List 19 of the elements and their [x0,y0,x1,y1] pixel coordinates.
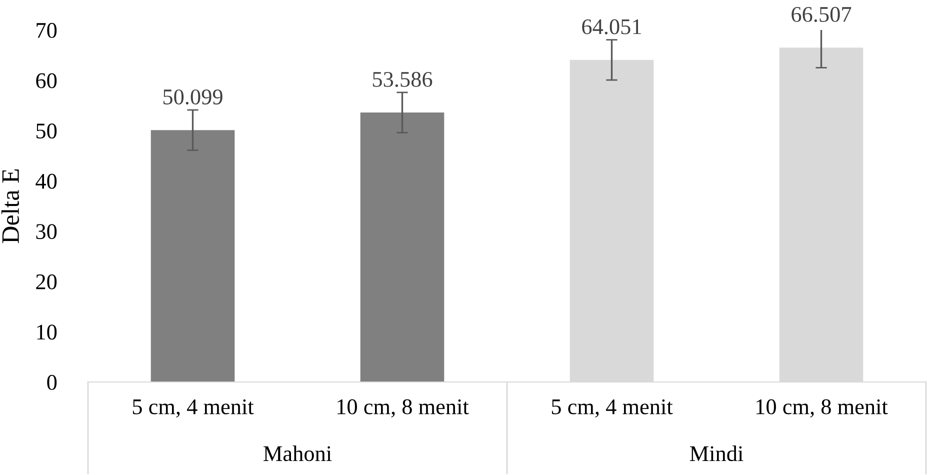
data-label: 66.507 [792,6,852,22]
data-label: 50.099 [163,89,222,105]
y-tick-label: 70 [36,22,57,38]
x-tick-label: 10 cm, 8 menit [756,399,888,418]
x-tick-label: 10 cm, 8 menit [338,399,469,418]
data-label: 64.051 [582,19,641,34]
y-tick-label: 20 [36,274,57,290]
y-tick-label: 30 [36,224,57,240]
y-tick-label: 50 [36,124,57,138]
y-axis-title: Delta E [1,169,20,244]
text: Mahoni [264,446,332,462]
x-tick-label: 5 cm, 4 menit [552,399,673,418]
y-tick-label: 10 [37,324,57,340]
y-tick-label: 0 [47,374,57,390]
text: Mindi [690,446,744,462]
x-tick-label: 5 cm, 4 menit [132,399,254,418]
y-tick-label: 60 [36,73,57,88]
y-tick-label: 40 [36,174,57,189]
data-label: 53.586 [372,72,432,87]
